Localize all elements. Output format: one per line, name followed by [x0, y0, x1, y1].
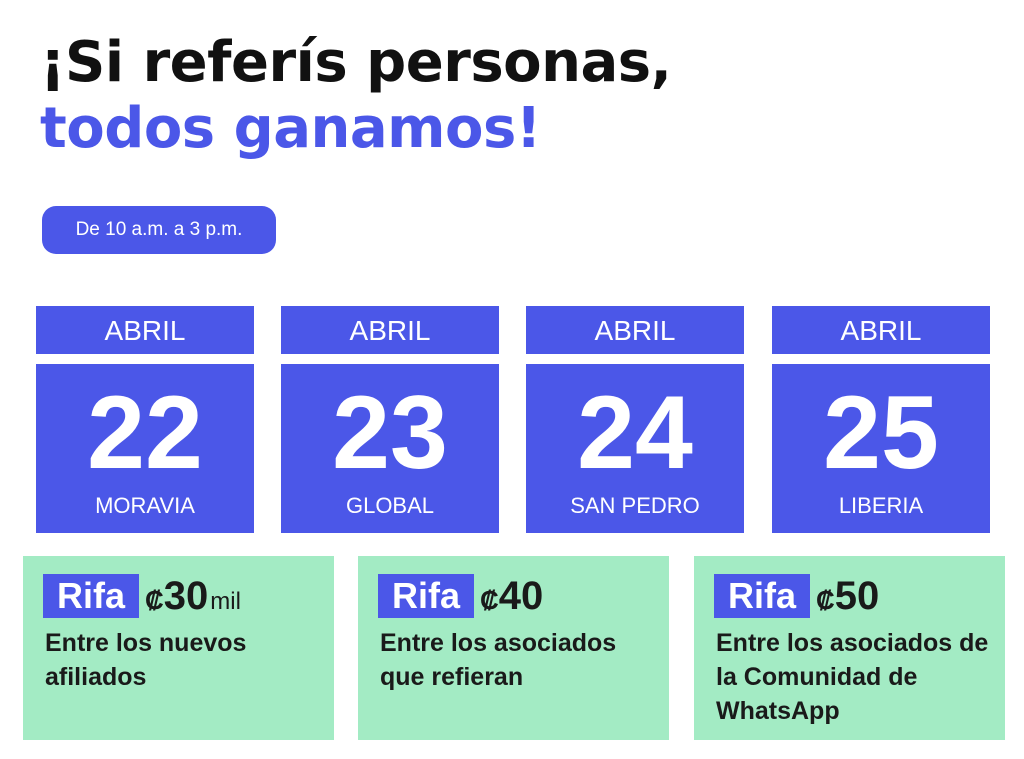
raffle-header: Rifa ₡ 30 mil — [43, 574, 241, 618]
raffle-badge: Rifa — [714, 574, 811, 618]
raffle-amount: ₡ 50 — [816, 574, 881, 619]
calendar-place: MORAVIA — [95, 493, 195, 518]
raffle-amount: ₡ 40 — [480, 574, 545, 619]
calendar-month: ABRIL — [36, 306, 254, 354]
raffle-header: Rifa ₡ 40 — [378, 574, 545, 618]
raffle-card-1: Rifa ₡ 30 mil Entre los nuevos afiliados — [23, 556, 334, 740]
calendar-day: 24 — [577, 375, 693, 491]
raffle-description: Entre los asociados de la Comunidad de W… — [716, 629, 989, 725]
calendar-card-3: ABRIL 24 SAN PEDRO — [526, 306, 744, 533]
headline: ¡Si referís personas, todos ganamos! — [40, 30, 672, 162]
calendar-card-4: ABRIL 25 LIBERIA — [772, 306, 990, 533]
raffle-amount: ₡ 30 mil — [145, 574, 241, 619]
raffle-description: Entre los nuevos afiliados — [45, 629, 247, 691]
raffle-amount-value: 50 — [834, 573, 880, 618]
raffle-header: Rifa ₡ 50 — [714, 574, 881, 618]
raffle-card-2: Rifa ₡ 40 Entre los asociados que refier… — [358, 556, 669, 740]
raffle-description: Entre los asociados que refieran — [380, 629, 617, 691]
calendar-month: ABRIL — [526, 306, 744, 354]
raffle-card-3: Rifa ₡ 50 Entre los asociados de la Comu… — [694, 556, 1005, 740]
calendar-place: SAN PEDRO — [570, 493, 700, 518]
raffle-amount-value: 30 — [163, 573, 209, 618]
currency-symbol: ₡ — [816, 584, 835, 615]
calendar-month: ABRIL — [281, 306, 499, 354]
calendar-place: GLOBAL — [345, 493, 435, 518]
calendar-card-1: ABRIL 22 MORAVIA — [36, 306, 254, 533]
calendar-month: ABRIL — [772, 306, 990, 354]
headline-line-2: todos ganamos! — [40, 96, 541, 161]
raffle-amount-unit: mil — [210, 587, 241, 615]
calendar-card-2: ABRIL 23 GLOBAL — [281, 306, 499, 533]
calendar-day-box: 24 SAN PEDRO — [526, 364, 744, 533]
raffle-badge: Rifa — [43, 574, 140, 618]
currency-symbol: ₡ — [480, 584, 499, 615]
calendar-place: LIBERIA — [838, 493, 924, 518]
raffle-amount-value: 40 — [498, 573, 544, 618]
headline-line-1: ¡Si referís personas, — [40, 30, 672, 95]
raffle-badge: Rifa — [378, 574, 475, 618]
calendar-day: 22 — [87, 375, 203, 491]
currency-symbol: ₡ — [145, 584, 164, 615]
schedule-badge: De 10 a.m. a 3 p.m. — [42, 206, 276, 254]
calendar-day: 25 — [823, 375, 939, 491]
calendar-day-box: 23 GLOBAL — [281, 364, 499, 533]
calendar-day-box: 25 LIBERIA — [772, 364, 990, 533]
calendar-day: 23 — [332, 375, 448, 491]
calendar-day-box: 22 MORAVIA — [36, 364, 254, 533]
